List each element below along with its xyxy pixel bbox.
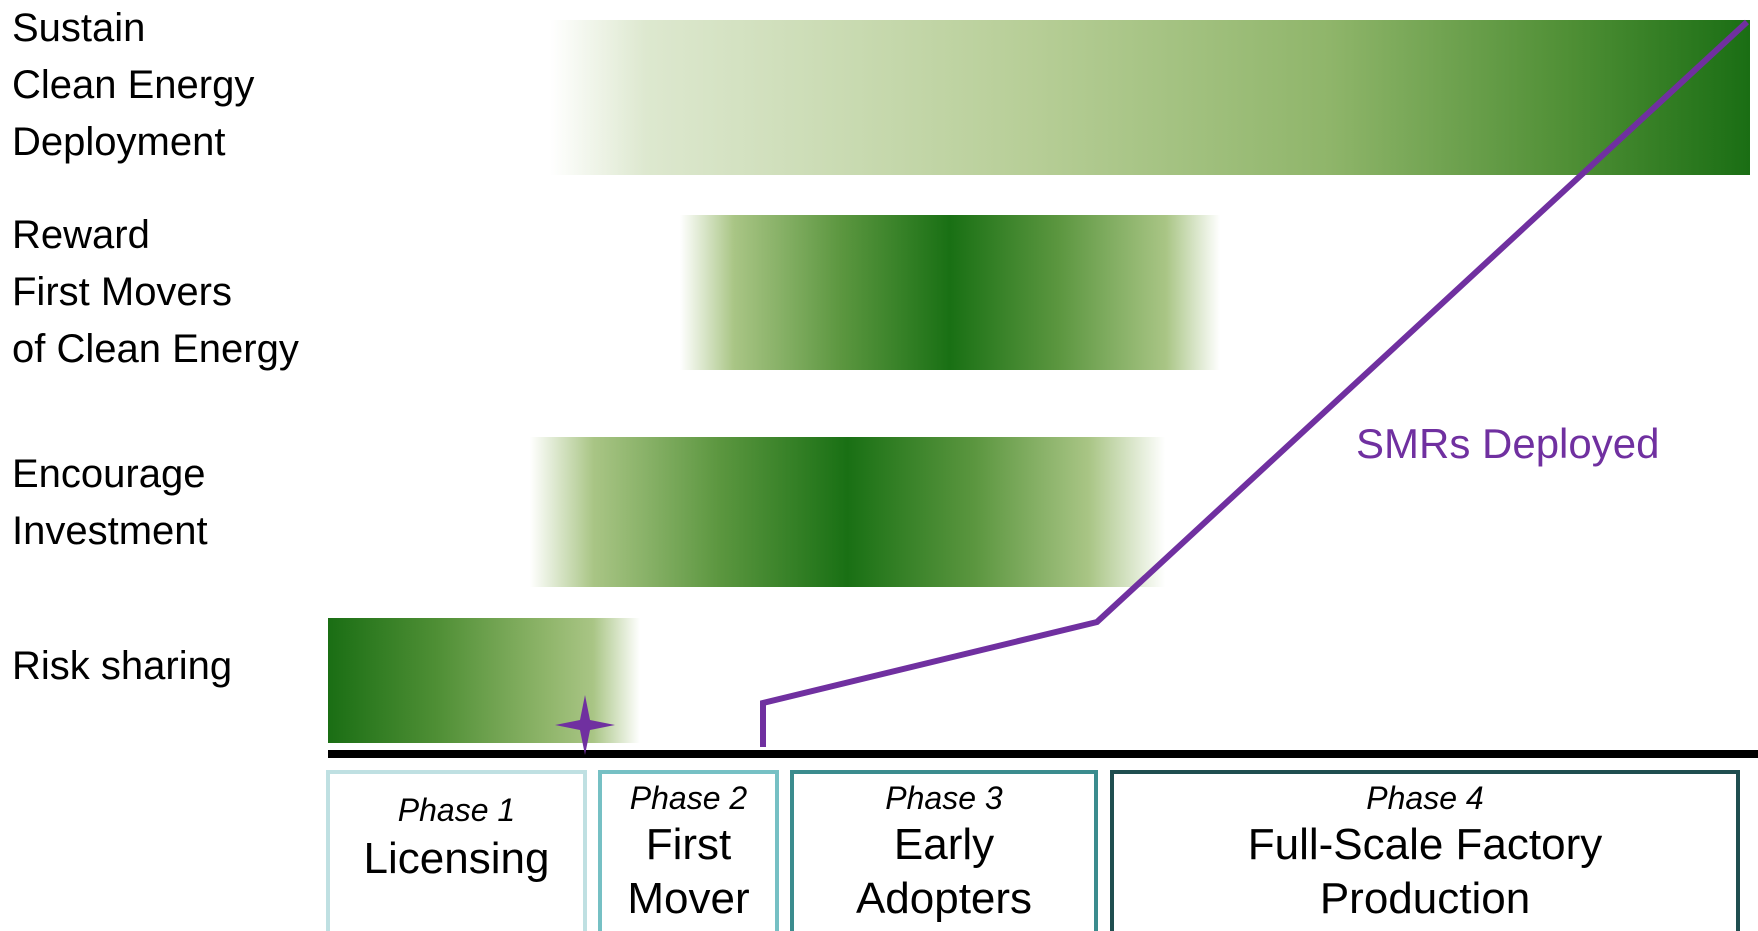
- row-label-line: of Clean Energy: [12, 327, 299, 371]
- phase-number: Phase 2: [629, 780, 748, 816]
- row-label-line: Risk sharing: [12, 644, 233, 688]
- phase-name-line: Full-Scale Factory: [1247, 820, 1603, 869]
- row-label-line: Clean Energy: [12, 63, 255, 107]
- phase-number: Phase 4: [1366, 780, 1484, 816]
- phase-number: Phase 1: [397, 792, 516, 828]
- phase-3-box: Phase 3 Early Adopters: [790, 770, 1098, 931]
- reward-first-movers-bar: [680, 215, 1220, 370]
- phase-number: Phase 3: [885, 780, 1003, 816]
- row-label-line: Sustain: [12, 6, 146, 50]
- phase-name-line: Early: [893, 820, 995, 869]
- phase-1-box: Phase 1 Licensing: [326, 770, 587, 931]
- encourage-investment-bar: [530, 437, 1165, 587]
- row-label-line: Encourage: [12, 452, 206, 496]
- row-label-line: Investment: [12, 509, 208, 553]
- phase-4-box: Phase 4 Full-Scale Factory Production: [1110, 770, 1740, 931]
- row-label-invest: Encourage Investment: [12, 446, 208, 560]
- phase-2-box: Phase 2 First Mover: [598, 770, 779, 931]
- row-label-line: Reward: [12, 213, 150, 257]
- sustain-deployment-bar: [550, 20, 1750, 175]
- row-label-line: Deployment: [12, 120, 226, 164]
- phase-name-line: Adopters: [855, 874, 1033, 923]
- row-label-risk: Risk sharing: [12, 638, 232, 695]
- row-label-line: First Movers: [12, 270, 232, 314]
- phase-name-line: Mover: [627, 874, 750, 923]
- row-label-sustain: Sustain Clean Energy Deployment: [12, 0, 254, 171]
- phase-name-line: Licensing: [363, 834, 550, 883]
- timeline-baseline: [328, 750, 1758, 758]
- phase-name-line: First: [645, 820, 732, 869]
- smr-deployed-label: SMRs Deployed: [1356, 420, 1660, 467]
- row-label-reward: Reward First Movers of Clean Energy: [12, 207, 299, 378]
- phase-name-line: Production: [1319, 874, 1531, 923]
- smr-deployment-curve: [760, 19, 1750, 747]
- four-point-star-icon: [555, 695, 615, 755]
